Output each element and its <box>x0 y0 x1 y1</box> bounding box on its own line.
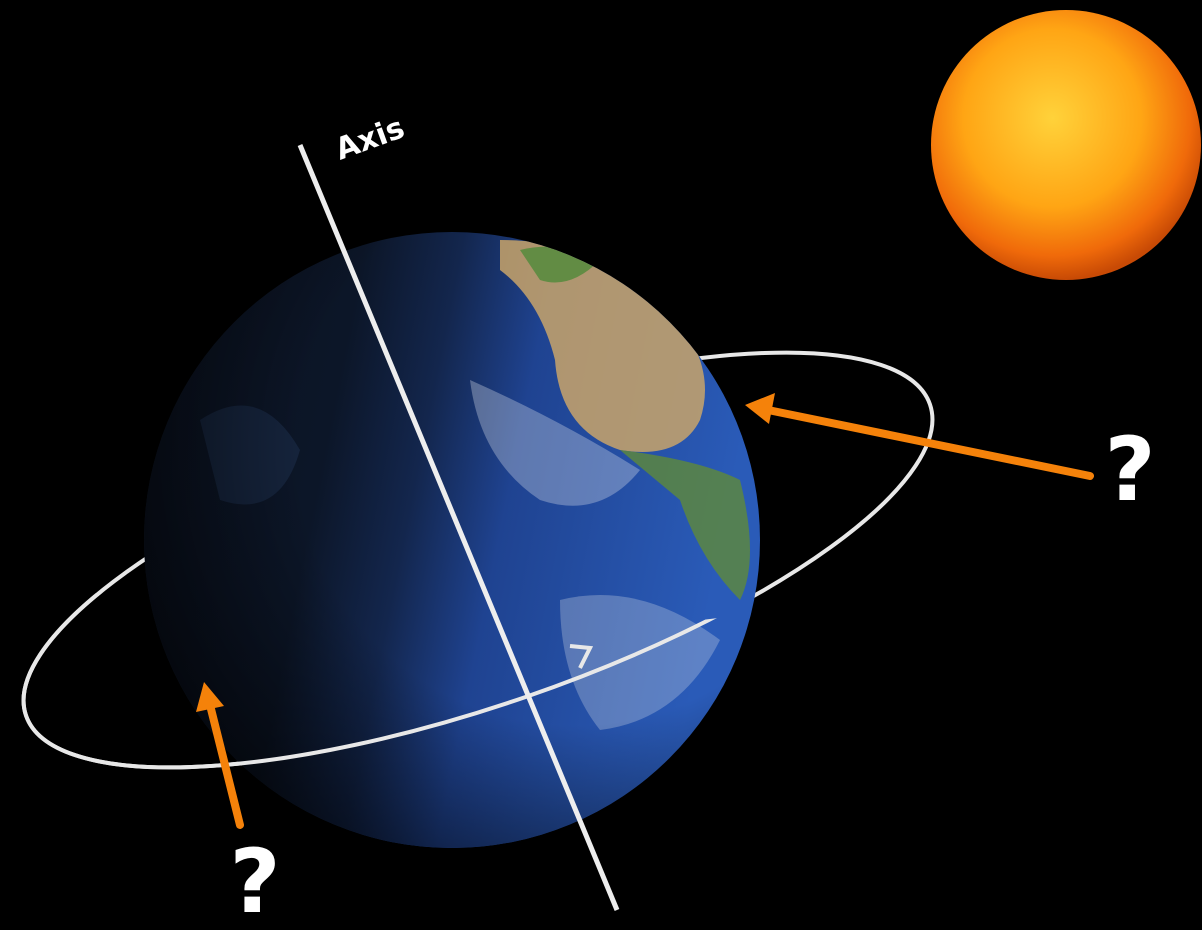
earth <box>144 232 760 848</box>
sun <box>931 10 1201 280</box>
question-mark: ? <box>229 830 280 930</box>
question-mark: ? <box>1104 418 1155 521</box>
axis-line <box>297 144 620 911</box>
orbit-arrowhead <box>569 644 594 669</box>
axis-label: Axis <box>331 110 409 167</box>
pointer-arrows <box>196 393 1094 829</box>
orbit-front <box>21 560 935 770</box>
